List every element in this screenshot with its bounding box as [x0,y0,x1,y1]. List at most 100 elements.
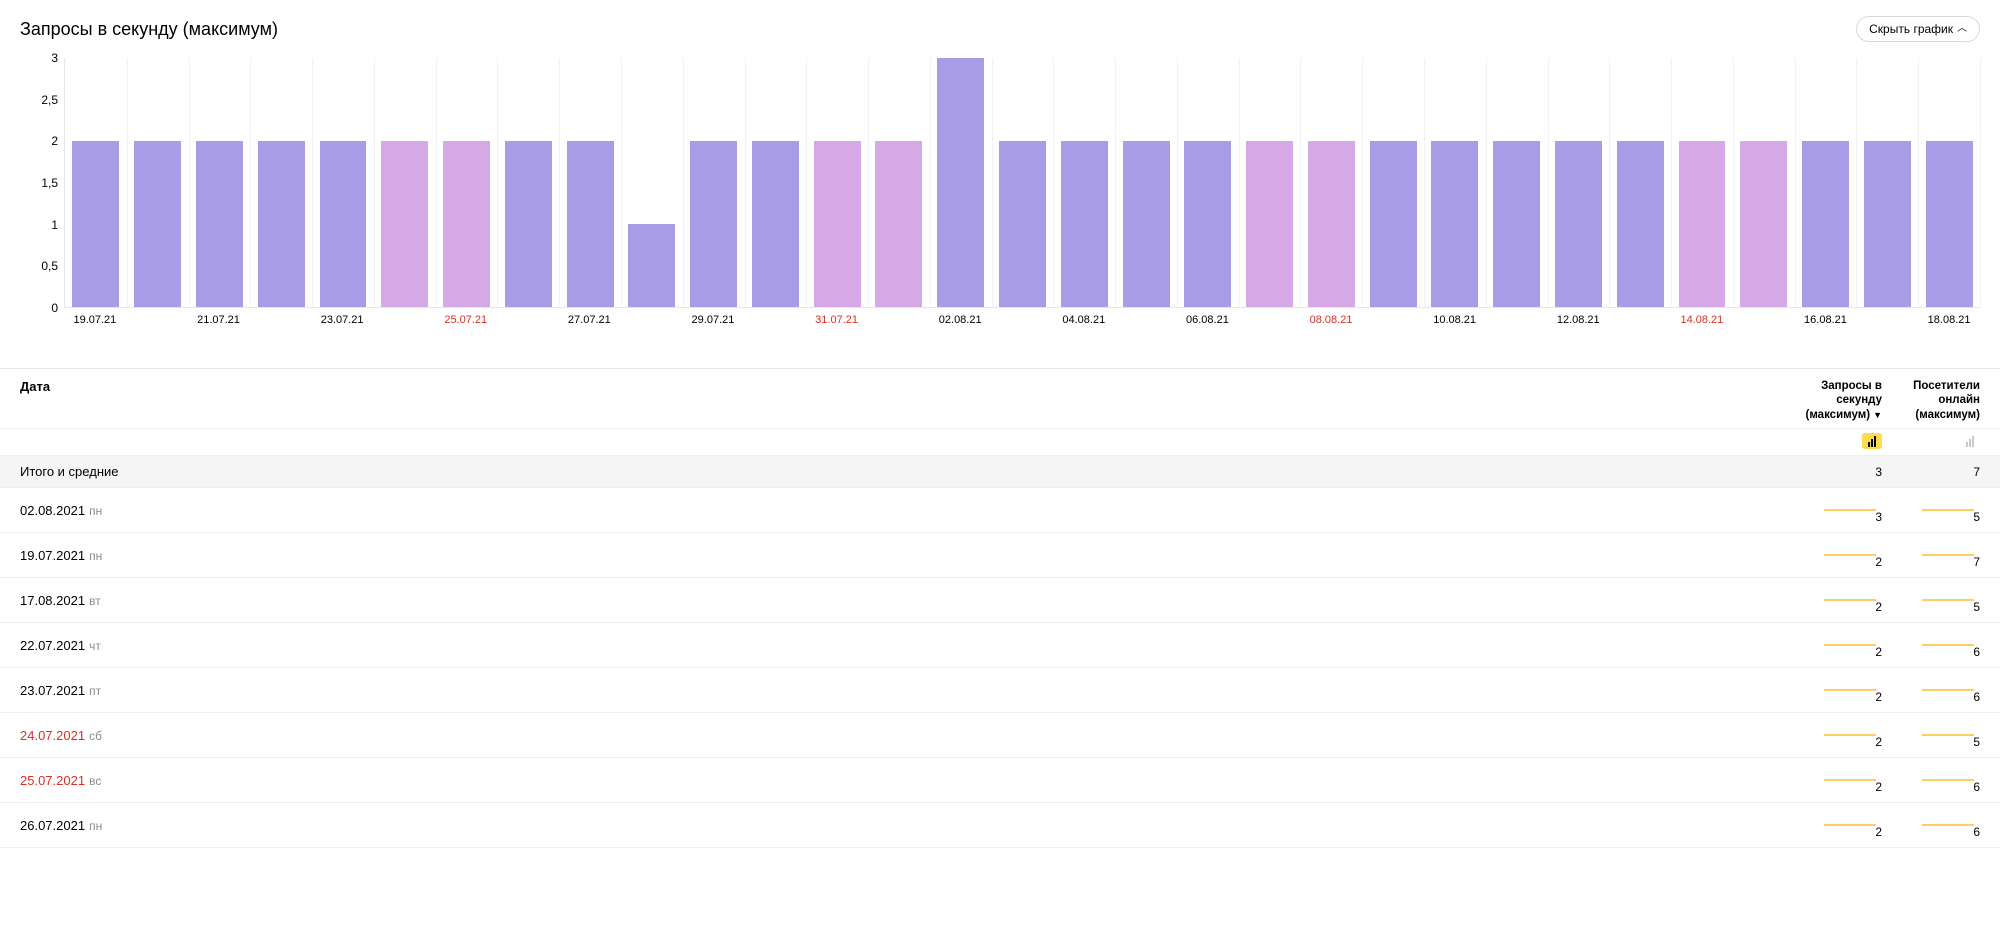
cell-date: 26.07.2021пн [20,818,1784,833]
chart-bar[interactable] [1671,58,1733,307]
cell-visitors: 5 [1882,496,1980,524]
sparkline-icon [1922,599,1974,601]
chart-bar[interactable] [1795,58,1857,307]
chart-bar[interactable] [930,58,992,307]
sparkline-icon [1824,734,1876,736]
cell-rps: 2 [1784,811,1882,839]
x-tick-label: 10.08.21 [1433,314,1476,326]
cell-rps: 2 [1784,586,1882,614]
x-tick-label: 23.07.21 [321,314,364,326]
y-tick-label: 2 [51,134,58,148]
table-row[interactable]: 25.07.2021вс26 [0,758,2000,803]
cell-date: 17.08.2021вт [20,593,1784,608]
chart-bar[interactable] [374,58,436,307]
sparkline-icon [1922,689,1974,691]
x-tick-label: 16.08.21 [1804,314,1847,326]
sparkline-icon [1824,689,1876,691]
chevron-up-icon: ︿ [1957,24,1967,34]
chart-bar[interactable] [497,58,559,307]
bar-chart-icon[interactable] [1862,433,1882,449]
chart-bar[interactable] [992,58,1054,307]
rps-chart: 00,511,522,53 19.07.2121.07.2123.07.2125… [20,58,1980,328]
chart-bar[interactable] [1362,58,1424,307]
chart-bar[interactable] [1609,58,1671,307]
x-tick-label: 27.07.21 [568,314,611,326]
table-row[interactable]: 02.08.2021пн35 [0,488,2000,533]
chart-bar[interactable] [1548,58,1610,307]
sort-desc-icon: ▼ [1873,410,1882,420]
table-row[interactable]: 26.07.2021пн26 [0,803,2000,848]
cell-date: 02.08.2021пн [20,503,1784,518]
table-row[interactable]: 24.07.2021сб25 [0,713,2000,758]
chart-bar[interactable] [65,58,127,307]
chart-bar[interactable] [1856,58,1918,307]
cell-rps: 2 [1784,766,1882,794]
x-tick-label: 08.08.21 [1310,314,1353,326]
y-tick-label: 1 [51,218,58,232]
col-header-date[interactable]: Дата [20,379,1784,394]
sparkline-icon [1824,644,1876,646]
chart-bar[interactable] [1177,58,1239,307]
chart-bar[interactable] [1115,58,1177,307]
sparkline-icon [1824,599,1876,601]
table-row[interactable]: 23.07.2021пт26 [0,668,2000,713]
col-header-rps[interactable]: Запросы в секунду (максимум)▼ [1784,379,1882,422]
sparkline-icon [1922,734,1974,736]
cell-date: 19.07.2021пн [20,548,1784,563]
chart-bar[interactable] [621,58,683,307]
chart-bar[interactable] [683,58,745,307]
chart-bar[interactable] [436,58,498,307]
y-tick-label: 2,5 [41,93,58,107]
chart-bar[interactable] [250,58,312,307]
page-title: Запросы в секунду (максимум) [20,19,278,40]
chart-bar[interactable] [559,58,621,307]
chart-bar[interactable] [1300,58,1362,307]
sparkline-icon [1824,824,1876,826]
cell-rps: 2 [1784,541,1882,569]
x-tick-label: 14.08.21 [1680,314,1723,326]
cell-rps: 2 [1784,676,1882,704]
table-header: Дата Запросы в секунду (максимум)▼ Посет… [0,369,2000,429]
chart-bar[interactable] [806,58,868,307]
x-tick-label: 06.08.21 [1186,314,1229,326]
table-row[interactable]: 19.07.2021пн27 [0,533,2000,578]
x-tick-label: 18.08.21 [1928,314,1971,326]
col-header-visitors[interactable]: Посетители онлайн (максимум) [1882,379,1980,422]
chart-bar[interactable] [1486,58,1548,307]
chart-bar[interactable] [1239,58,1301,307]
cell-visitors: 6 [1882,811,1980,839]
chart-bar[interactable] [1053,58,1115,307]
cell-rps: 2 [1784,721,1882,749]
cell-visitors: 6 [1882,676,1980,704]
hide-chart-button[interactable]: Скрыть график ︿ [1856,16,1980,42]
table-row[interactable]: 22.07.2021чт26 [0,623,2000,668]
chart-plot [64,58,1980,308]
chart-bar[interactable] [1918,58,1980,307]
cell-date: 22.07.2021чт [20,638,1784,653]
cell-rps: 2 [1784,631,1882,659]
chart-y-axis: 00,511,522,53 [20,58,64,308]
y-tick-label: 0,5 [41,259,58,273]
cell-rps: 3 [1784,496,1882,524]
x-tick-label: 21.07.21 [197,314,240,326]
table-chart-toggle-row [0,429,2000,456]
table-row[interactable]: 17.08.2021вт25 [0,578,2000,623]
x-tick-label: 19.07.21 [73,314,116,326]
hide-chart-label: Скрыть график [1869,22,1953,36]
chart-bar[interactable] [312,58,374,307]
y-tick-label: 1,5 [41,176,58,190]
cell-visitors: 6 [1882,631,1980,659]
sparkline-icon [1922,509,1974,511]
sparkline-icon [1922,779,1974,781]
cell-visitors: 6 [1882,766,1980,794]
chart-bar[interactable] [868,58,930,307]
data-table: Дата Запросы в секунду (максимум)▼ Посет… [0,369,2000,848]
y-tick-label: 3 [51,51,58,65]
chart-bar[interactable] [189,58,251,307]
cell-visitors: 5 [1882,721,1980,749]
chart-bar[interactable] [1733,58,1795,307]
bar-chart-icon[interactable] [1960,433,1980,449]
chart-bar[interactable] [1424,58,1486,307]
chart-bar[interactable] [127,58,189,307]
chart-bar[interactable] [745,58,807,307]
